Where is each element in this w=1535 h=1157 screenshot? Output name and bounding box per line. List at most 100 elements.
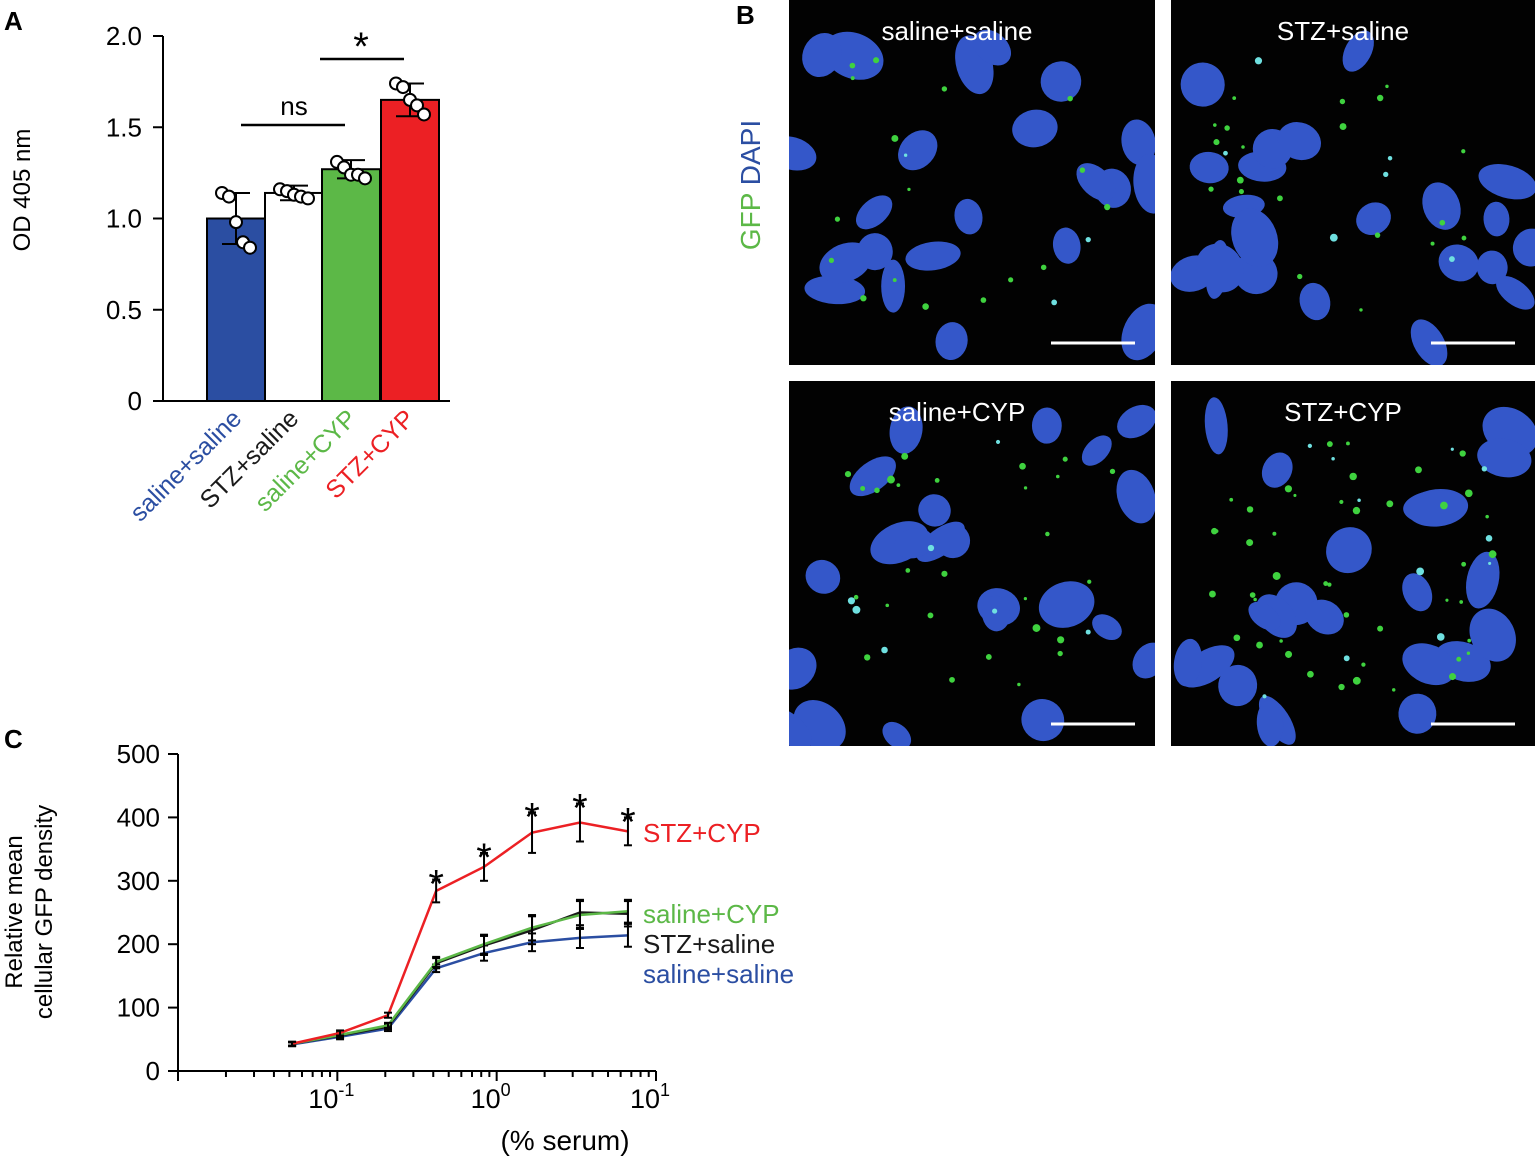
gfp-puncta: [849, 62, 856, 69]
panel-b-label: B: [736, 0, 755, 30]
gfp-puncta: [1272, 531, 1277, 536]
panel-a-label: A: [4, 6, 23, 36]
dapi-nucleus: [1081, 435, 1112, 466]
dapi-nucleus: [855, 195, 893, 230]
panel-c-xlabel: (% serum): [500, 1125, 629, 1156]
panel-c-series: [288, 802, 632, 1048]
gfp-puncta: [1023, 597, 1027, 601]
gfp-puncta: [1213, 123, 1217, 127]
y-tick-label: 0: [128, 386, 142, 416]
gfp-puncta: [1488, 561, 1492, 565]
gfp-puncta: [1051, 299, 1058, 306]
gfp-puncta: [1307, 670, 1314, 678]
dapi-nucleus: [1116, 469, 1155, 524]
dapi-nucleus: [1133, 153, 1155, 214]
x-tick-exponent: -1: [338, 1080, 354, 1100]
series-line: [291, 821, 629, 1045]
dapi-nucleus: [1092, 614, 1122, 641]
gfp-puncta: [1338, 683, 1345, 691]
gfp-puncta: [949, 676, 955, 683]
dapi-nucleus: [1402, 643, 1456, 686]
dapi-nucleus: [1117, 404, 1155, 439]
legend-STZ+CYP: STZ+CYP: [643, 818, 761, 848]
panel-a-ylabel: OD 405 nm: [9, 129, 36, 252]
series-line: [291, 934, 629, 1046]
gfp-puncta: [1440, 501, 1448, 510]
gfp-puncta: [1213, 139, 1220, 146]
dapi-nucleus: [789, 708, 812, 746]
micrograph-content: [1171, 30, 1535, 365]
data-point: [229, 215, 243, 230]
micrograph-STZ+saline: STZ+saline: [1171, 0, 1535, 365]
gfp-puncta: [1376, 94, 1384, 102]
star-label: *: [353, 25, 369, 69]
micrograph-content: [789, 404, 1155, 746]
gfp-puncta: [1249, 592, 1256, 598]
dapi-nucleus: [905, 241, 961, 271]
gfp-puncta: [1085, 237, 1091, 243]
panel-c-significance: * * * * *: [428, 786, 635, 906]
gfp-puncta: [980, 297, 987, 303]
gfp-puncta: [1349, 472, 1357, 481]
gfp-puncta: [1104, 203, 1111, 211]
gfp-puncta: [1416, 567, 1425, 576]
gfp-puncta: [1339, 123, 1347, 131]
dapi-nucleus: [1218, 664, 1258, 707]
panel-b: B GFP DAPI saline+saline STZ+salinesaline…: [735, 0, 1535, 746]
bar-saline+CYP: [321, 168, 381, 402]
ns-label: ns: [280, 91, 307, 121]
micrograph-STZ+CYP: STZ+CYP: [1171, 381, 1535, 746]
dapi-nucleus: [1356, 202, 1391, 235]
panel-c-x-ticks: 10-1 100 101: [177, 1071, 670, 1114]
dapi-nucleus: [1305, 599, 1344, 635]
gfp-puncta: [1488, 550, 1497, 559]
dapi-nucleus: [981, 595, 1011, 632]
gfp-puncta: [1238, 189, 1244, 195]
gfp-puncta: [1017, 682, 1021, 687]
gfp-puncta: [903, 153, 908, 157]
y-tick-label: 0.5: [106, 295, 142, 325]
micrograph-saline+CYP: saline+CYP: [789, 381, 1155, 746]
series-line: [291, 909, 629, 1045]
gfp-puncta: [1326, 441, 1333, 448]
dapi-nucleus: [802, 33, 842, 77]
micrograph-saline+saline: saline+saline: [789, 0, 1155, 365]
gfp-puncta: [850, 76, 855, 81]
gfp-puncta: [1277, 195, 1283, 202]
dapi-nucleus: [1038, 581, 1095, 628]
dapi-nucleus: [935, 523, 971, 559]
gfp-puncta: [1461, 149, 1466, 154]
gfp-puncta: [1352, 506, 1361, 515]
gfp-puncta: [1459, 600, 1464, 604]
gfp-puncta: [1229, 497, 1234, 502]
dapi-nucleus: [1076, 163, 1116, 201]
gfp-puncta: [1339, 98, 1346, 105]
gfp-puncta: [1208, 186, 1214, 192]
gfp-puncta: [1262, 694, 1267, 699]
dapi-nucleus: [1342, 30, 1374, 72]
gfp-puncta: [892, 278, 897, 283]
gfp-puncta: [860, 486, 866, 491]
gfp-puncta: [992, 608, 998, 614]
gfp-puncta: [901, 452, 909, 460]
gfp-puncta: [1386, 500, 1394, 508]
dapi-nucleus: [1256, 700, 1284, 746]
significance-star: *: [620, 800, 636, 844]
dapi-nucleus: [972, 29, 1012, 66]
dapi-nucleus: [1438, 244, 1479, 282]
x-tick-label: 101: [630, 1080, 670, 1114]
gfp-puncta: [1377, 625, 1384, 632]
panel-a: A OD 405 nm 0 0.5 1.0 1.5 2.0 ns * saline+sal…: [4, 6, 450, 527]
gfp-puncta: [905, 568, 911, 573]
bar-STZ+saline: [264, 191, 324, 402]
dapi-nucleus: [1465, 551, 1500, 609]
micrograph-title: saline+saline: [881, 16, 1032, 46]
x-tick-exponent: 1: [660, 1080, 670, 1100]
gfp-puncta: [874, 487, 880, 494]
significance-star: *: [476, 836, 492, 880]
gfp-puncta: [1224, 125, 1230, 131]
gfp-puncta: [1357, 498, 1361, 502]
